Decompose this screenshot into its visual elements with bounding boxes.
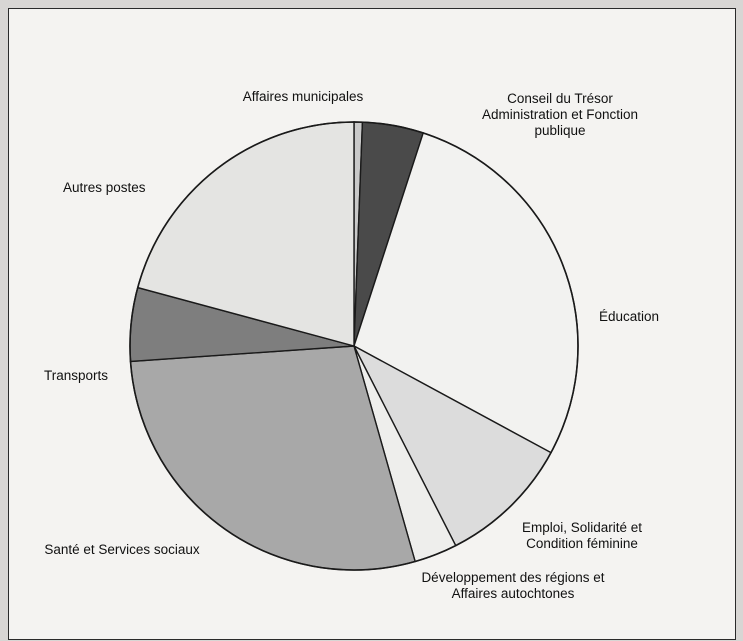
pie-label-6: Santé et Services sociaux — [44, 542, 200, 557]
pie-labels: Affaires municipales Conseil du Trésor Adm… — [44, 89, 659, 601]
pie-label-7: Transports — [44, 368, 108, 383]
pie-label-5: Développement des régions et Affaires aut… — [421, 570, 604, 601]
pie-label-2: Conseil du Trésor Administration et Fonct… — [482, 91, 638, 138]
pie-label-1: Affaires municipales — [243, 89, 364, 104]
pie-label-8: Autres postes — [63, 180, 146, 195]
pie-outline — [129, 121, 579, 571]
pie-label-4: Emploi, Solidarité et Condition féminine — [522, 520, 642, 551]
pie-slices — [129, 121, 579, 571]
pie-label-3: Éducation — [599, 309, 659, 324]
